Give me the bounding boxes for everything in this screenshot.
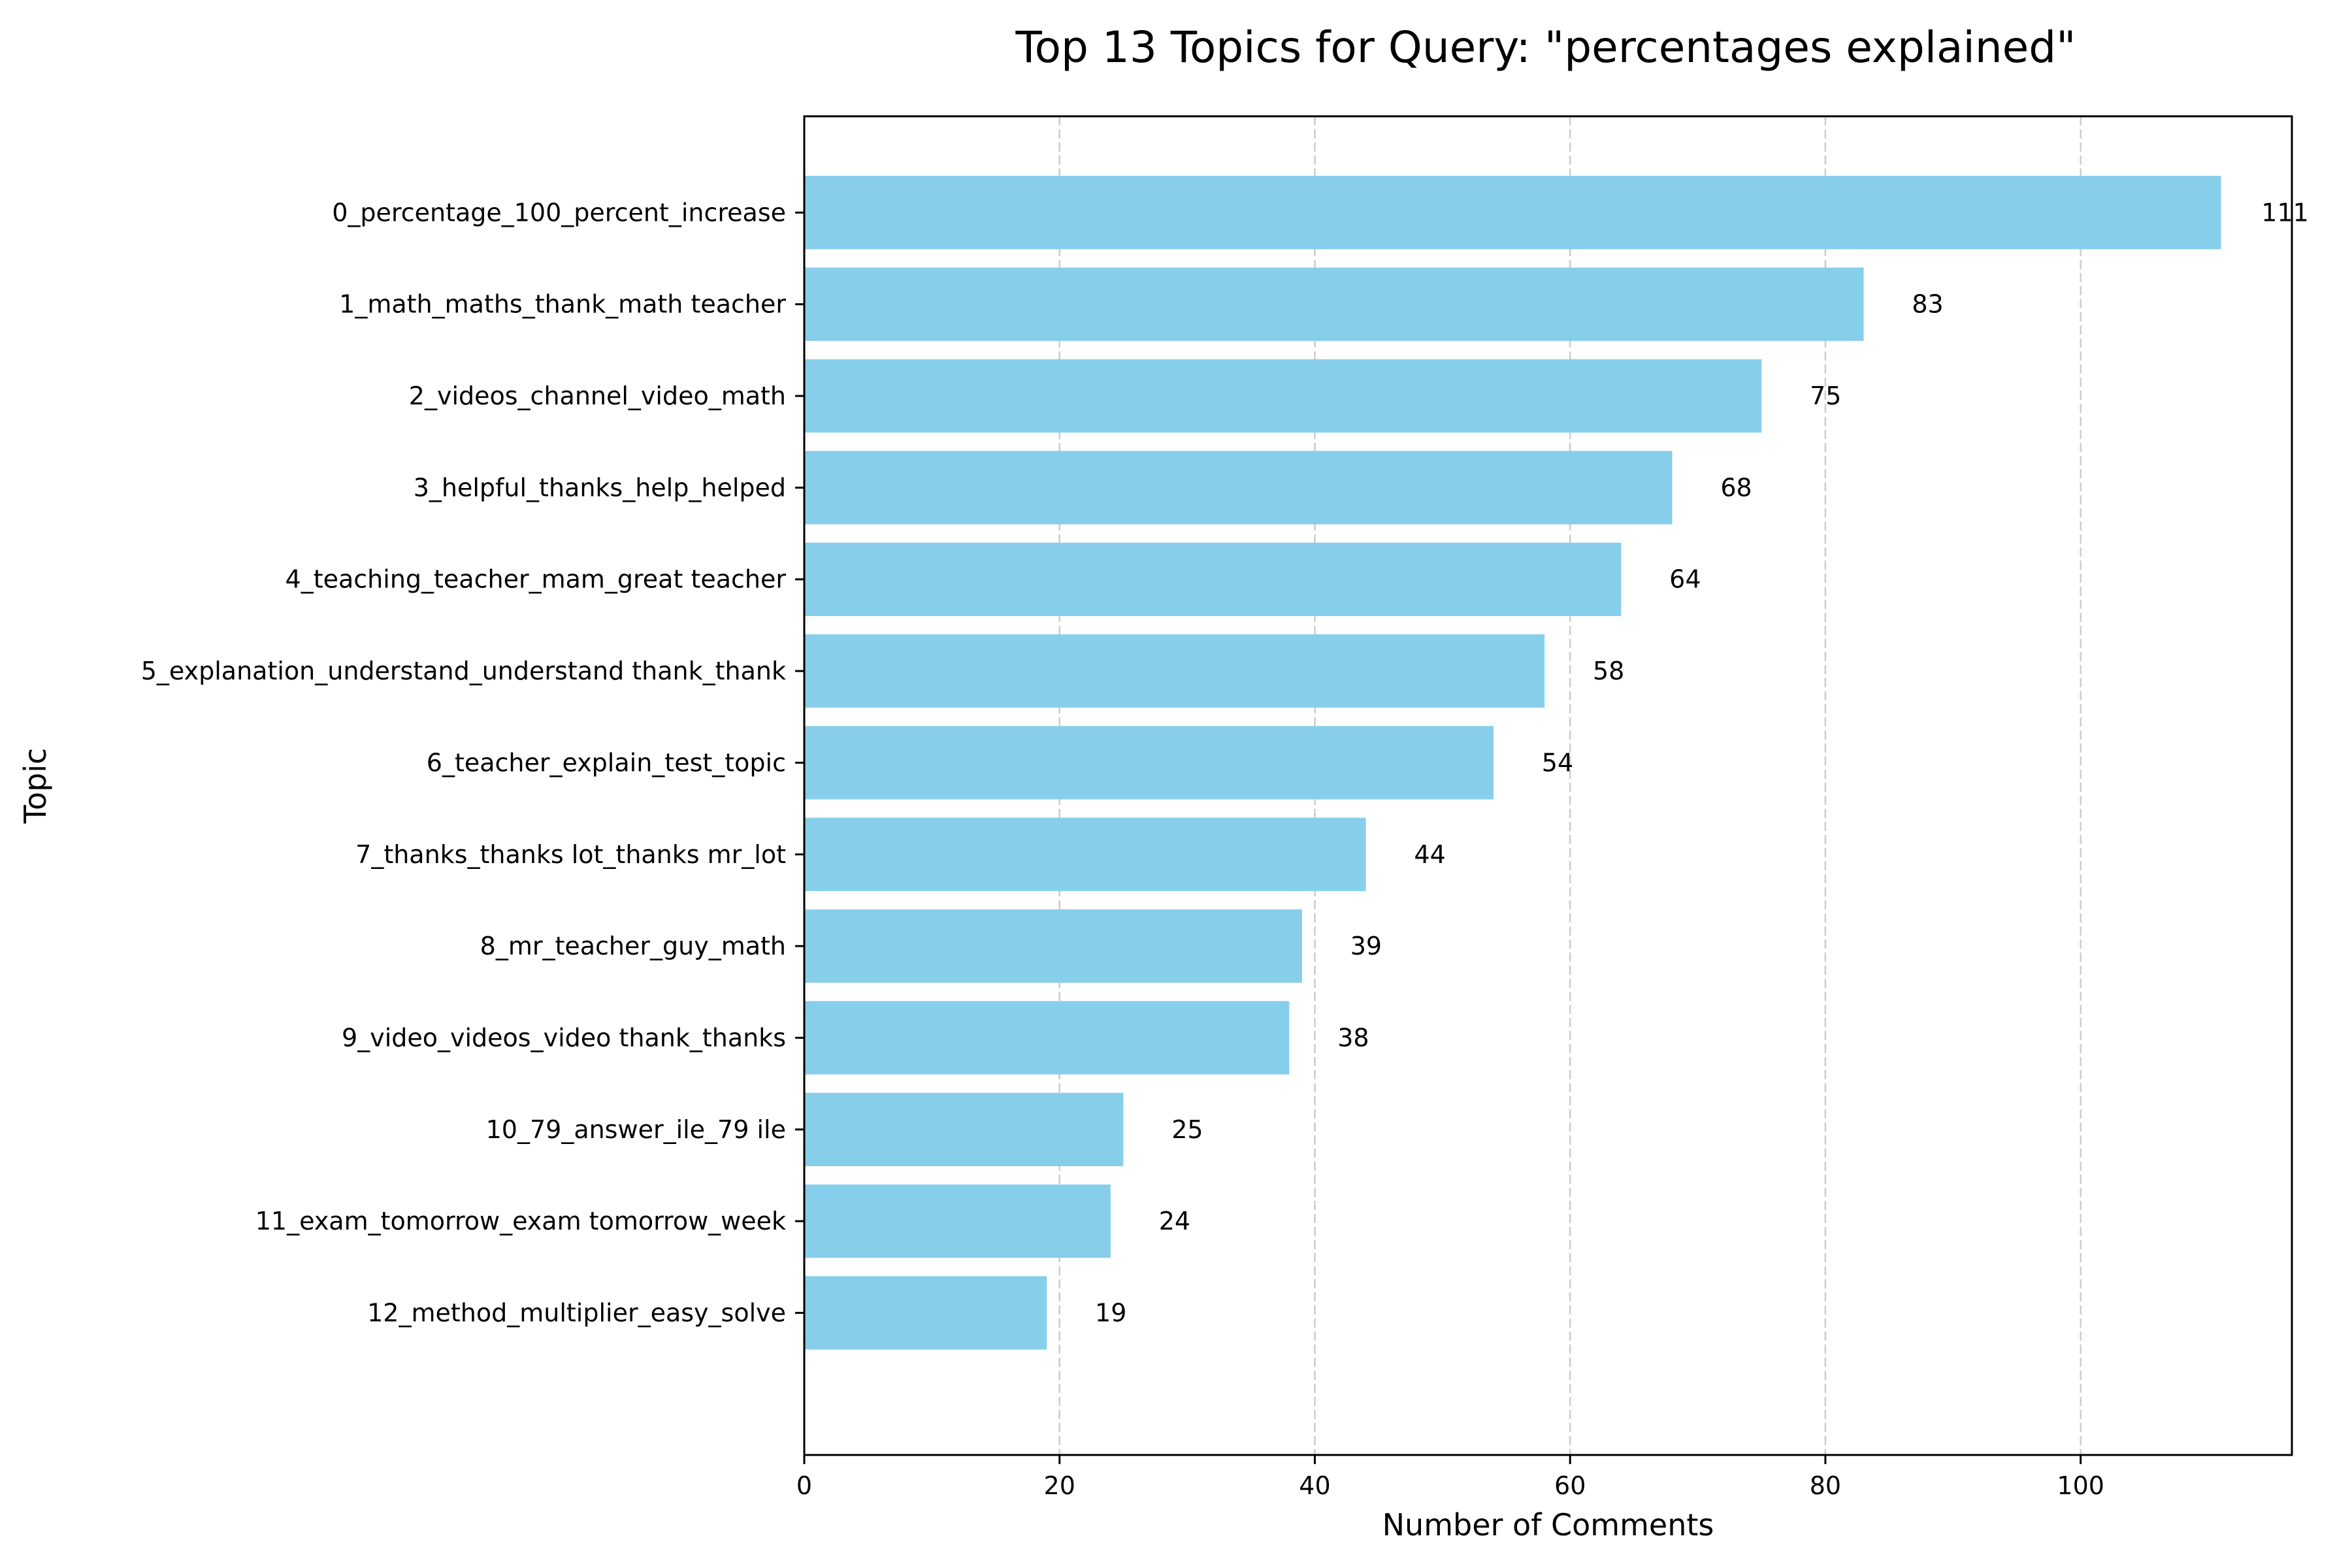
data-label: 68 (1720, 473, 1752, 502)
x-tick-label: 40 (1299, 1471, 1330, 1500)
bars (804, 176, 2221, 1350)
data-label: 58 (1593, 657, 1624, 685)
data-label: 83 (1912, 290, 1943, 319)
bar (804, 726, 1494, 800)
x-tick-label: 20 (1044, 1471, 1075, 1500)
y-tick-label: 8_mr_teacher_guy_math (480, 932, 786, 960)
x-tick-label: 80 (1810, 1471, 1841, 1500)
y-tick-label: 6_teacher_explain_test_topic (427, 748, 786, 777)
plot-frame (803, 115, 2293, 1456)
y-tick-label: 3_helpful_thanks_help_helped (414, 473, 786, 502)
data-label: 64 (1669, 565, 1701, 594)
data-label: 44 (1414, 840, 1445, 869)
data-label: 19 (1095, 1298, 1126, 1327)
y-tick-label: 0_percentage_100_percent_increase (332, 198, 786, 227)
bar (804, 1001, 1290, 1075)
y-tick-label: 7_thanks_thanks lot_thanks mr_lot (355, 840, 786, 869)
x-tick-label: 100 (2057, 1471, 2104, 1500)
chart-title: Top 13 Topics for Query: "percentages ex… (1015, 22, 2076, 73)
value-labels: 111 83 75 68 64 58 54 44 39 38 25 24 19 (1095, 198, 2309, 1327)
y-tick-label: 10_79_answer_ile_79 ile (486, 1115, 786, 1144)
data-label: 39 (1350, 932, 1382, 960)
data-label: 111 (2261, 198, 2309, 227)
data-label: 75 (1810, 382, 1841, 410)
x-axis-label: Number of Comments (1382, 1507, 1714, 1543)
x-tick-label: 60 (1554, 1471, 1586, 1500)
bar (804, 817, 1366, 891)
y-tick-label: 9_video_videos_video thank_thanks (342, 1023, 786, 1052)
y-axis-label: Topic (18, 748, 53, 825)
bar (804, 1184, 1111, 1258)
bar (804, 542, 1622, 616)
bar (804, 359, 1762, 433)
y-tick-label: 12_method_multiplier_easy_solve (367, 1298, 786, 1327)
data-label: 25 (1171, 1115, 1203, 1144)
bar (804, 176, 2221, 250)
bar (804, 1276, 1047, 1350)
data-label: 24 (1159, 1207, 1190, 1235)
y-tick-label: 2_videos_channel_video_math (409, 382, 786, 410)
bar (804, 634, 1545, 708)
bar (804, 1092, 1124, 1166)
x-tick-label: 0 (796, 1471, 812, 1500)
data-label: 54 (1542, 748, 1573, 777)
bar (804, 451, 1673, 525)
y-tick-label: 1_math_maths_thank_math teacher (339, 290, 786, 319)
y-tick-label: 4_teaching_teacher_mam_great teacher (286, 565, 787, 594)
y-tick-label: 11_exam_tomorrow_exam tomorrow_week (255, 1207, 786, 1235)
x-axis-ticks: 0 20 40 60 80 100 (796, 1455, 2104, 1500)
y-axis-ticks: 0_percentage_100_percent_increase 1_math_… (141, 198, 804, 1327)
data-label: 38 (1337, 1023, 1369, 1052)
bar (804, 909, 1302, 983)
y-tick-label: 5_explanation_understand_understand than… (141, 657, 786, 685)
bar (804, 267, 1864, 341)
